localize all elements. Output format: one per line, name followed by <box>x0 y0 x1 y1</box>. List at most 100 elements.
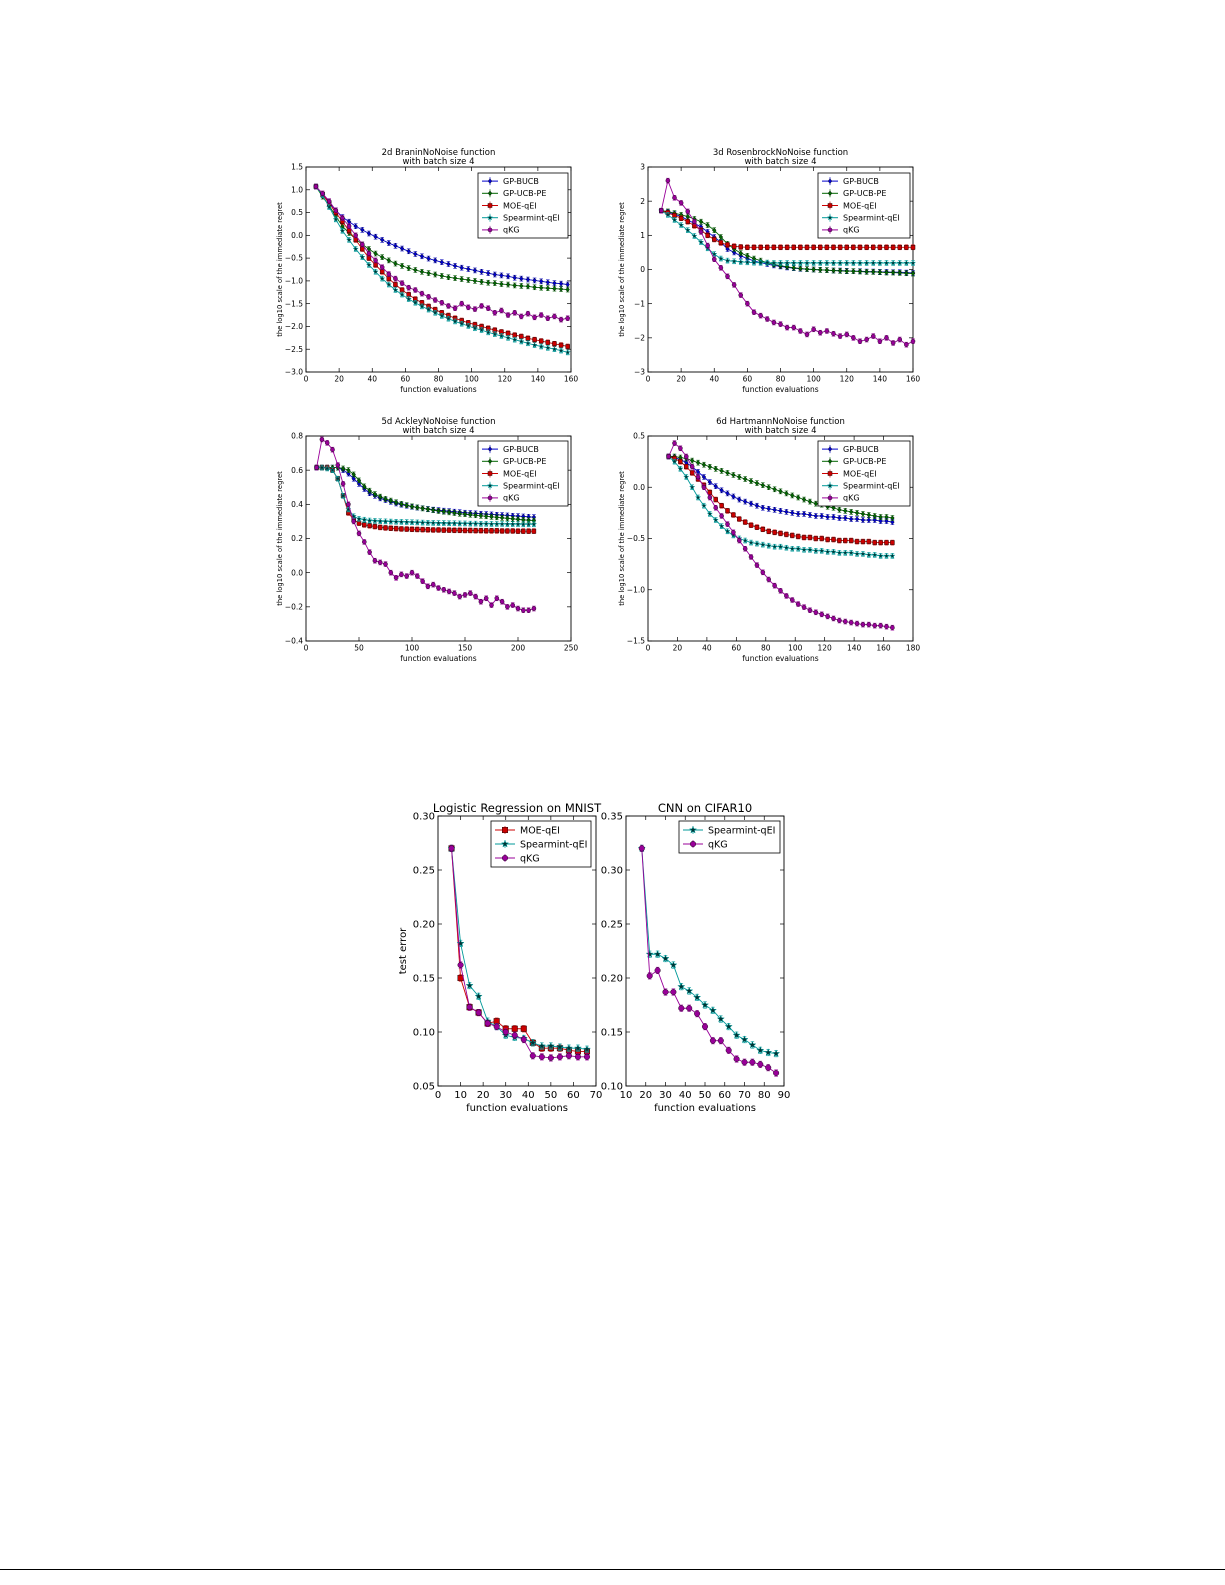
data-point <box>393 575 399 581</box>
data-point <box>406 265 411 271</box>
data-point <box>784 532 789 537</box>
x-tick-label: 60 <box>743 375 753 384</box>
y-tick-label: 0.5 <box>633 432 645 441</box>
data-point <box>738 292 743 298</box>
data-point <box>791 245 796 250</box>
data-point <box>890 515 895 521</box>
data-point <box>439 300 445 305</box>
data-point <box>539 278 544 285</box>
data-point <box>415 504 420 511</box>
data-point <box>377 525 383 530</box>
data-point <box>732 1030 741 1039</box>
data-point <box>419 269 425 275</box>
data-point <box>688 483 696 490</box>
data-point <box>339 227 346 234</box>
data-point <box>468 528 473 533</box>
data-point <box>756 1045 765 1054</box>
data-point <box>472 520 479 527</box>
data-point <box>864 245 869 250</box>
legend-marker <box>487 190 493 197</box>
data-point <box>333 208 339 213</box>
data-point <box>811 266 816 273</box>
data-point <box>646 972 653 979</box>
data-point <box>731 244 737 249</box>
data-point <box>345 236 353 243</box>
data-point <box>836 259 844 266</box>
legend-label: qKG <box>503 494 520 503</box>
x-tick-label: 40 <box>709 375 719 384</box>
x-tick-label: 80 <box>758 1090 771 1101</box>
data-point <box>426 255 431 262</box>
data-point <box>717 255 725 262</box>
data-point <box>719 513 724 519</box>
data-point <box>737 474 742 480</box>
data-point <box>511 1032 518 1039</box>
data-point <box>325 203 333 210</box>
x-tick-label: 250 <box>564 644 579 653</box>
y-tick-label: 0.20 <box>601 974 623 985</box>
series-qkg <box>313 183 570 323</box>
data-point <box>850 259 857 266</box>
data-point <box>860 539 866 544</box>
data-point <box>356 520 362 526</box>
data-point <box>419 291 425 296</box>
data-point <box>795 511 801 517</box>
data-point <box>373 233 378 240</box>
legend-label: Spearmint-qEI <box>843 214 900 223</box>
data-point <box>452 305 458 311</box>
legend-label: qKG <box>708 839 728 850</box>
data-point <box>335 462 341 468</box>
data-point <box>399 501 404 507</box>
legend-marker <box>487 458 493 465</box>
legend-label: qKG <box>843 226 860 235</box>
data-point <box>807 498 813 505</box>
data-point <box>748 500 754 507</box>
x-axis-label: function evaluations <box>400 654 476 663</box>
data-point <box>565 1052 572 1059</box>
data-point <box>565 316 570 321</box>
data-point <box>412 299 419 306</box>
data-point <box>318 464 326 471</box>
y-tick-label: 0.6 <box>291 466 303 475</box>
chart-title: Logistic Regression on MNIST <box>433 801 602 815</box>
data-point <box>430 527 436 533</box>
data-point <box>499 281 504 287</box>
data-point <box>831 245 836 250</box>
data-point <box>323 465 331 472</box>
x-tick-label: 60 <box>732 644 742 653</box>
data-point <box>531 528 537 534</box>
data-point <box>748 478 754 484</box>
data-point <box>819 536 824 541</box>
data-point <box>865 551 873 558</box>
data-point <box>552 314 557 319</box>
data-point <box>499 308 504 313</box>
data-point <box>425 306 432 313</box>
data-point <box>738 250 743 256</box>
data-point <box>539 285 544 291</box>
data-point <box>520 520 527 528</box>
x-tick-label: 40 <box>522 1090 535 1101</box>
x-tick-label: 180 <box>906 644 921 653</box>
x-tick-label: 60 <box>401 375 411 384</box>
data-point <box>448 845 455 852</box>
y-tick-label: 0.25 <box>413 866 435 877</box>
data-point <box>485 305 491 311</box>
x-tick-label: 160 <box>876 644 891 653</box>
data-point <box>573 1043 583 1052</box>
x-tick-label: 50 <box>544 1090 557 1101</box>
data-point <box>525 311 531 316</box>
data-point <box>860 511 866 517</box>
data-point <box>819 513 824 519</box>
data-point <box>857 245 863 250</box>
data-point <box>399 263 405 269</box>
data-point <box>683 473 690 480</box>
data-point <box>670 989 677 996</box>
data-point <box>346 223 352 229</box>
data-point <box>713 497 718 502</box>
data-point <box>426 270 431 276</box>
data-point <box>904 270 909 276</box>
data-point <box>694 494 702 501</box>
y-tick-label: −3.0 <box>285 368 303 377</box>
